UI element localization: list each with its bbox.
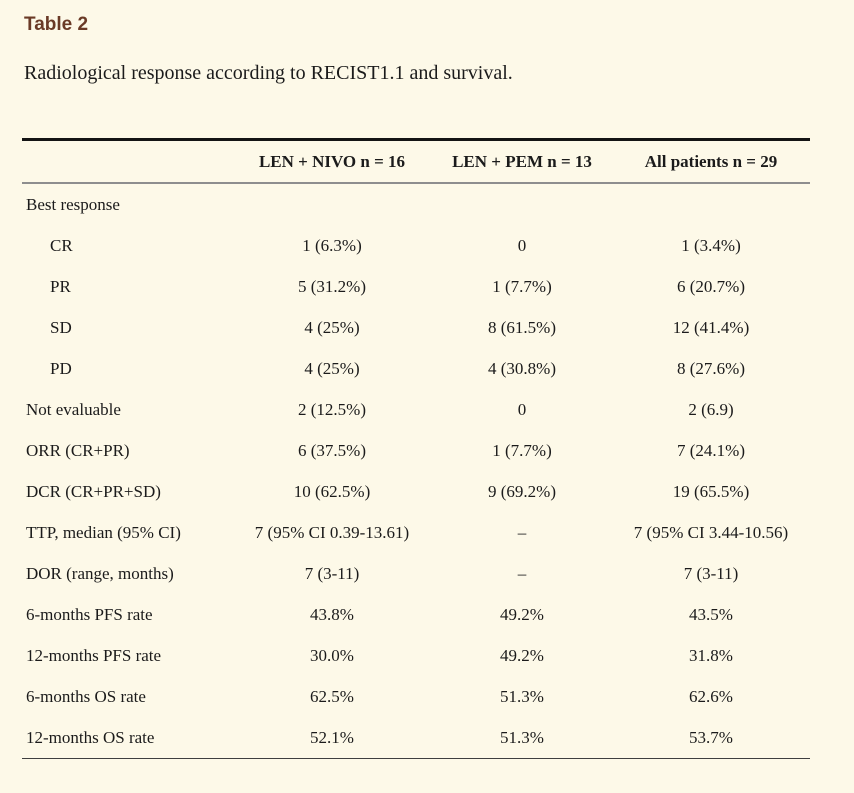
row-label: SD — [50, 318, 72, 337]
cell: 10 (62.5%) — [293, 482, 371, 501]
row-label: Best response — [26, 195, 120, 214]
table-row: 12-months OS rate 52.1% 51.3% 53.7% — [22, 717, 810, 759]
cell: 43.5% — [689, 605, 733, 624]
row-label: 12-months PFS rate — [26, 646, 162, 665]
table-body: Best response CR 1 (6.3%) 0 1 (3.4%) PR 5 (31.… — [22, 183, 810, 759]
cell: 1 (3.4%) — [681, 236, 741, 255]
cell — [612, 183, 810, 225]
cell: 1 (7.7%) — [492, 277, 552, 296]
cell: 7 (24.1%) — [677, 441, 745, 460]
cell: 4 (30.8%) — [488, 359, 556, 378]
table-header: LEN + NIVO n = 16 LEN + PEM n = 13 All p… — [22, 139, 810, 184]
cell: 1 (7.7%) — [492, 441, 552, 460]
cell: 7 (3-11) — [304, 564, 360, 583]
cell: 2 (12.5%) — [298, 400, 366, 419]
column-header-len-pem: LEN + PEM n = 13 — [432, 139, 612, 184]
cell: 30.0% — [310, 646, 354, 665]
column-header-all-patients: All patients n = 29 — [612, 139, 810, 184]
cell: 7 (95% CI 0.39-13.61) — [254, 523, 410, 542]
cell: – — [517, 523, 527, 542]
cell: 49.2% — [500, 605, 544, 624]
table-row: CR 1 (6.3%) 0 1 (3.4%) — [22, 225, 810, 266]
table-caption-label: Table 2 — [24, 14, 89, 35]
table-row: Best response — [22, 183, 810, 225]
row-label: DCR (CR+PR+SD) — [26, 482, 161, 501]
cell: 9 (69.2%) — [488, 482, 556, 501]
cell: 5 (31.2%) — [298, 277, 366, 296]
table-row: SD 4 (25%) 8 (61.5%) 12 (41.4%) — [22, 307, 810, 348]
cell — [432, 183, 612, 225]
cell: 53.7% — [689, 728, 733, 747]
table-row: 12-months PFS rate 30.0% 49.2% 31.8% — [22, 635, 810, 676]
row-label: CR — [50, 236, 73, 255]
cell: 6 (20.7%) — [677, 277, 745, 296]
row-label: TTP, median (95% CI) — [26, 523, 181, 542]
row-label: DOR (range, months) — [26, 564, 174, 583]
cell: 62.6% — [689, 687, 733, 706]
table-row: PD 4 (25%) 4 (30.8%) 8 (27.6%) — [22, 348, 810, 389]
cell: 52.1% — [310, 728, 354, 747]
row-label: PR — [50, 277, 71, 296]
cell: 1 (6.3%) — [302, 236, 362, 255]
corner-cell — [22, 139, 232, 184]
cell: 0 — [517, 236, 527, 255]
row-label: Not evaluable — [26, 400, 121, 419]
table-row: 6-months OS rate 62.5% 51.3% 62.6% — [22, 676, 810, 717]
cell: 19 (65.5%) — [672, 482, 750, 501]
table-row: ORR (CR+PR) 6 (37.5%) 1 (7.7%) 7 (24.1%) — [22, 430, 810, 471]
cell: 2 (6.9) — [688, 400, 734, 419]
cell: 31.8% — [689, 646, 733, 665]
cell: 8 (61.5%) — [488, 318, 556, 337]
cell: 49.2% — [500, 646, 544, 665]
cell: 7 (95% CI 3.44-10.56) — [633, 523, 789, 542]
header-row: LEN + NIVO n = 16 LEN + PEM n = 13 All p… — [22, 139, 810, 184]
results-table: LEN + NIVO n = 16 LEN + PEM n = 13 All p… — [22, 138, 810, 759]
table-caption-text: Radiological response according to RECIS… — [24, 62, 513, 84]
cell: 4 (25%) — [304, 318, 360, 337]
table-row: TTP, median (95% CI) 7 (95% CI 0.39-13.61… — [22, 512, 810, 553]
cell: 8 (27.6%) — [677, 359, 745, 378]
table-row: PR 5 (31.2%) 1 (7.7%) 6 (20.7%) — [22, 266, 810, 307]
table-row: DOR (range, months) 7 (3-11) – 7 (3-11) — [22, 553, 810, 594]
cell: 62.5% — [310, 687, 354, 706]
cell: – — [517, 564, 527, 583]
cell: 0 — [517, 400, 527, 419]
cell: 43.8% — [310, 605, 354, 624]
cell: 4 (25%) — [304, 359, 360, 378]
column-header-len-nivo: LEN + NIVO n = 16 — [232, 139, 432, 184]
row-label: ORR (CR+PR) — [26, 441, 130, 460]
cell: 12 (41.4%) — [672, 318, 750, 337]
cell — [232, 183, 432, 225]
table-row: 6-months PFS rate 43.8% 49.2% 43.5% — [22, 594, 810, 635]
cell: 51.3% — [500, 728, 544, 747]
row-label: 6-months PFS rate — [26, 605, 153, 624]
cell: 51.3% — [500, 687, 544, 706]
cell: 6 (37.5%) — [298, 441, 366, 460]
row-label: 6-months OS rate — [26, 687, 146, 706]
row-label: PD — [50, 359, 72, 378]
table-row: DCR (CR+PR+SD) 10 (62.5%) 9 (69.2%) 19 (65.… — [22, 471, 810, 512]
table-row: Not evaluable 2 (12.5%) 0 2 (6.9) — [22, 389, 810, 430]
cell: 7 (3-11) — [683, 564, 739, 583]
row-label: 12-months OS rate — [26, 728, 155, 747]
